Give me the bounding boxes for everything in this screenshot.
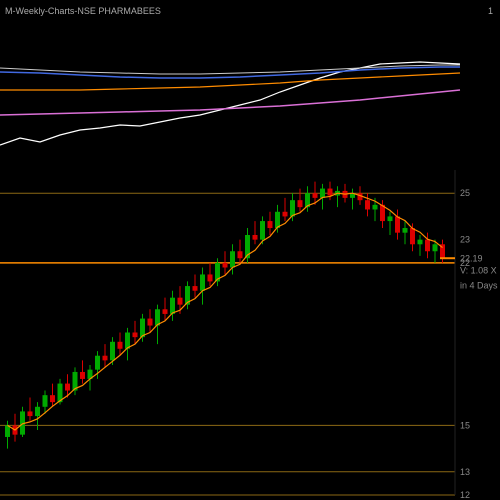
candle-body <box>425 240 430 252</box>
candle-body <box>418 240 423 245</box>
candle-body <box>208 274 213 281</box>
candle-body <box>328 189 333 196</box>
candle-body <box>65 384 70 391</box>
candle-body <box>313 193 318 198</box>
candle-body <box>298 200 303 207</box>
candle-body <box>178 298 183 305</box>
candle-body <box>118 342 123 349</box>
y-label: 22.19 <box>460 253 483 263</box>
candle-body <box>290 200 295 216</box>
title-right: 1 <box>488 6 493 16</box>
candle-body <box>373 205 378 210</box>
candle-body <box>148 319 153 326</box>
stock-chart: M-Weekly-Charts-NSE PHARMABEES125232222.… <box>0 0 500 500</box>
candle-body <box>28 411 33 416</box>
candle-body <box>365 200 370 209</box>
candle-body <box>238 251 243 258</box>
candle-body <box>388 216 393 221</box>
candle-body <box>43 395 48 407</box>
y-label: 15 <box>460 420 470 430</box>
candle-body <box>268 221 273 228</box>
candle-body <box>433 244 438 251</box>
candle-body <box>35 407 40 416</box>
candle-body <box>253 235 258 240</box>
y-label: 25 <box>460 188 470 198</box>
candle-body <box>133 333 138 338</box>
candle-body <box>50 395 55 402</box>
candle-body <box>103 356 108 361</box>
candle-body <box>283 212 288 217</box>
candle-body <box>260 221 265 240</box>
chart-container: M-Weekly-Charts-NSE PHARMABEES125232222.… <box>0 0 500 500</box>
info-text: in 4 Days <box>460 280 498 290</box>
y-label: 13 <box>460 467 470 477</box>
candle-body <box>223 263 228 268</box>
title-left: M-Weekly-Charts-NSE PHARMABEES <box>5 6 161 16</box>
candle-body <box>163 309 168 314</box>
candle-body <box>410 228 415 244</box>
candle-body <box>320 189 325 198</box>
candle-body <box>200 274 205 290</box>
candle-body <box>230 251 235 267</box>
candle-body <box>110 342 115 361</box>
candle-body <box>95 356 100 370</box>
candle-body <box>193 286 198 291</box>
candle-body <box>395 216 400 232</box>
candle-body <box>403 228 408 233</box>
y-label: 23 <box>460 235 470 245</box>
y-label: 12 <box>460 490 470 500</box>
candle-body <box>170 298 175 314</box>
info-text: V: 1.08 X <box>460 265 497 275</box>
candle-body <box>80 372 85 379</box>
